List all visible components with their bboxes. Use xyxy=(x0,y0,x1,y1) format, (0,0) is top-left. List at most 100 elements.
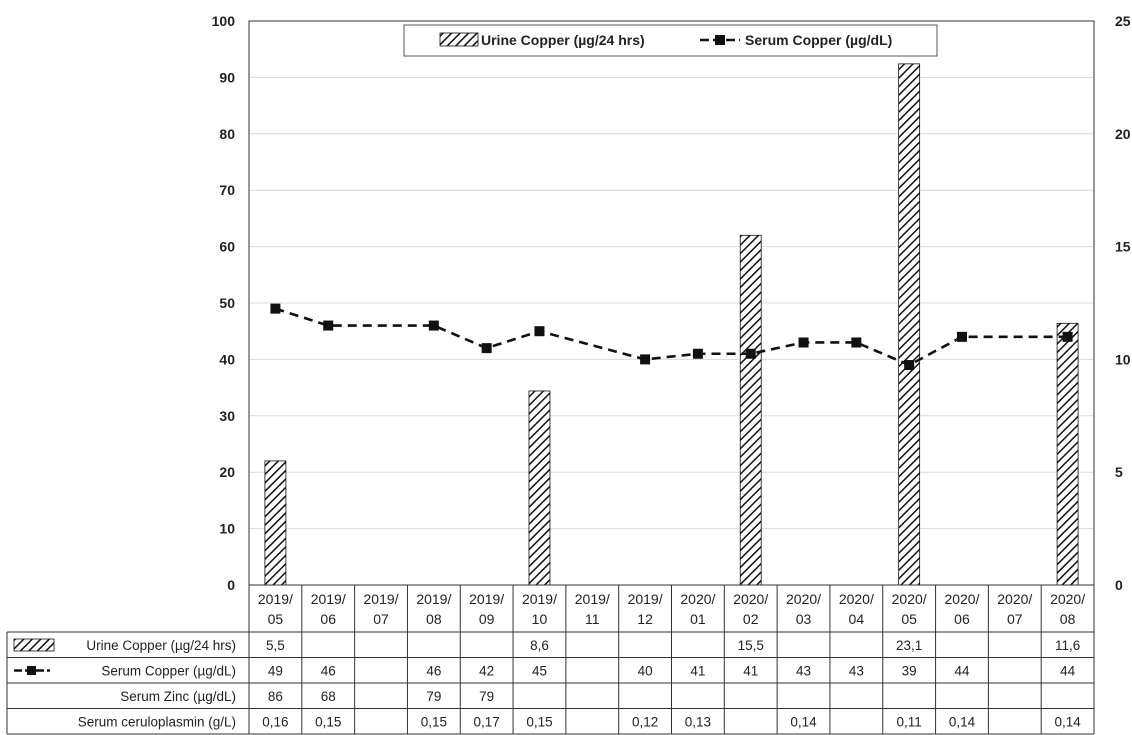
urine-copper-bar xyxy=(740,235,761,585)
category-label-month: 11 xyxy=(585,611,600,627)
category-label-year: 2020/ xyxy=(733,591,768,607)
table-cell: 0,11 xyxy=(897,715,922,730)
serum-copper-point xyxy=(904,360,914,370)
serum-copper-point xyxy=(270,304,280,314)
category-label-year: 2019/ xyxy=(522,591,557,607)
table-cell: 0,15 xyxy=(526,715,552,730)
category-label-month: 02 xyxy=(743,611,759,627)
table-cell: 44 xyxy=(954,664,970,679)
legend-hatch-swatch xyxy=(440,33,478,46)
data-table: 2019/05 2019/06 2019/07 2019/08 2019/09 2019/… xyxy=(7,585,1094,734)
table-cell: 68 xyxy=(321,689,336,704)
table-cell: 0,14 xyxy=(1054,715,1081,730)
category-label-year: 2020/ xyxy=(786,591,821,607)
table-cell: 0,13 xyxy=(685,715,711,730)
right-tick-label: 25 xyxy=(1115,13,1131,29)
category-label-year: 2020/ xyxy=(680,591,715,607)
category-label-month: 06 xyxy=(320,611,336,627)
category-label-month: 06 xyxy=(954,611,970,627)
table-cell: 0,14 xyxy=(790,715,817,730)
serum-copper-point xyxy=(957,332,967,342)
table-cell: 43 xyxy=(849,664,864,679)
table-cell: 45 xyxy=(532,664,547,679)
grid-layer xyxy=(249,77,1094,528)
legend-label-serum-copper: Serum Copper (µg/dL) xyxy=(745,32,892,48)
category-label-year: 2020/ xyxy=(944,591,979,607)
table-cell: 40 xyxy=(638,664,653,679)
table-row-label: Serum Zinc (µg/dL) xyxy=(120,689,236,704)
category-label-year: 2019/ xyxy=(311,591,346,607)
serum-copper-point xyxy=(482,343,492,353)
serum-copper-point xyxy=(534,326,544,336)
table-cell: 0,15 xyxy=(421,715,447,730)
category-label-year: 2020/ xyxy=(1050,591,1085,607)
table-cell: 39 xyxy=(902,664,917,679)
row-marker-point xyxy=(27,666,36,675)
table-cell: 43 xyxy=(796,664,811,679)
table-cell: 44 xyxy=(1060,664,1076,679)
category-label-year: 2019/ xyxy=(628,591,663,607)
category-label-month: 10 xyxy=(532,611,548,627)
right-tick-label: 20 xyxy=(1115,126,1131,142)
category-label-year: 2019/ xyxy=(575,591,610,607)
category-label-year: 2019/ xyxy=(258,591,293,607)
serum-copper-point xyxy=(1063,332,1073,342)
category-label-month: 07 xyxy=(373,611,389,627)
table-cell: 42 xyxy=(479,664,494,679)
table-cell: 0,14 xyxy=(949,715,976,730)
table-cell: 0,17 xyxy=(474,715,500,730)
table-cell: 79 xyxy=(479,689,494,704)
urine-copper-bar xyxy=(265,461,286,585)
serum-copper-point xyxy=(746,349,756,359)
category-label-month: 12 xyxy=(637,611,653,627)
serum-copper-point xyxy=(429,321,439,331)
category-label-year: 2020/ xyxy=(997,591,1032,607)
left-tick-label: 30 xyxy=(219,408,235,424)
serum-copper-point xyxy=(323,321,333,331)
table-row-label: Urine Copper (µg/24 hrs) xyxy=(86,638,236,653)
table-cell: 49 xyxy=(268,664,283,679)
table-cell: 41 xyxy=(743,664,758,679)
table-row-label: Serum ceruloplasmin (g/L) xyxy=(78,715,236,730)
right-tick-label: 5 xyxy=(1115,464,1123,480)
category-label-month: 08 xyxy=(426,611,442,627)
right-tick-label: 15 xyxy=(1115,239,1131,255)
left-tick-label: 0 xyxy=(227,577,235,593)
category-label-month: 04 xyxy=(849,611,865,627)
left-tick-label: 90 xyxy=(219,69,235,85)
bar-layer xyxy=(265,64,1078,585)
category-label-month: 03 xyxy=(796,611,812,627)
left-tick-label: 70 xyxy=(219,182,235,198)
urine-copper-bar xyxy=(1057,323,1078,585)
left-tick-label: 40 xyxy=(219,351,235,367)
row-marker-hatch xyxy=(14,639,54,651)
table-cell: 0,16 xyxy=(262,715,288,730)
serum-copper-point xyxy=(799,337,809,347)
right-tick-label: 10 xyxy=(1115,351,1131,367)
urine-copper-bar xyxy=(529,391,550,585)
category-label-month: 01 xyxy=(690,611,706,627)
category-label-year: 2020/ xyxy=(839,591,874,607)
category-label-month: 05 xyxy=(901,611,917,627)
legend-line-marker xyxy=(715,35,725,45)
serum-copper-point xyxy=(851,337,861,347)
table-cell: 79 xyxy=(426,689,441,704)
category-label-month: 05 xyxy=(268,611,284,627)
table-cell: 15,5 xyxy=(738,638,764,653)
right-tick-label: 0 xyxy=(1115,577,1123,593)
left-tick-label: 80 xyxy=(219,126,235,142)
serum-copper-point xyxy=(640,354,650,364)
table-cell: 23,1 xyxy=(896,638,922,653)
table-cell: 0,12 xyxy=(632,715,658,730)
table-cell: 0,15 xyxy=(315,715,341,730)
category-label-month: 09 xyxy=(479,611,495,627)
left-tick-label: 10 xyxy=(219,521,235,537)
category-label-year: 2020/ xyxy=(892,591,927,607)
table-cell: 41 xyxy=(690,664,705,679)
left-tick-label: 100 xyxy=(212,13,236,29)
category-label-month: 08 xyxy=(1060,611,1076,627)
line-layer xyxy=(270,304,1072,370)
legend: Urine Copper (µg/24 hrs) Serum Copper (µg… xyxy=(404,25,937,56)
left-tick-label: 60 xyxy=(219,239,235,255)
